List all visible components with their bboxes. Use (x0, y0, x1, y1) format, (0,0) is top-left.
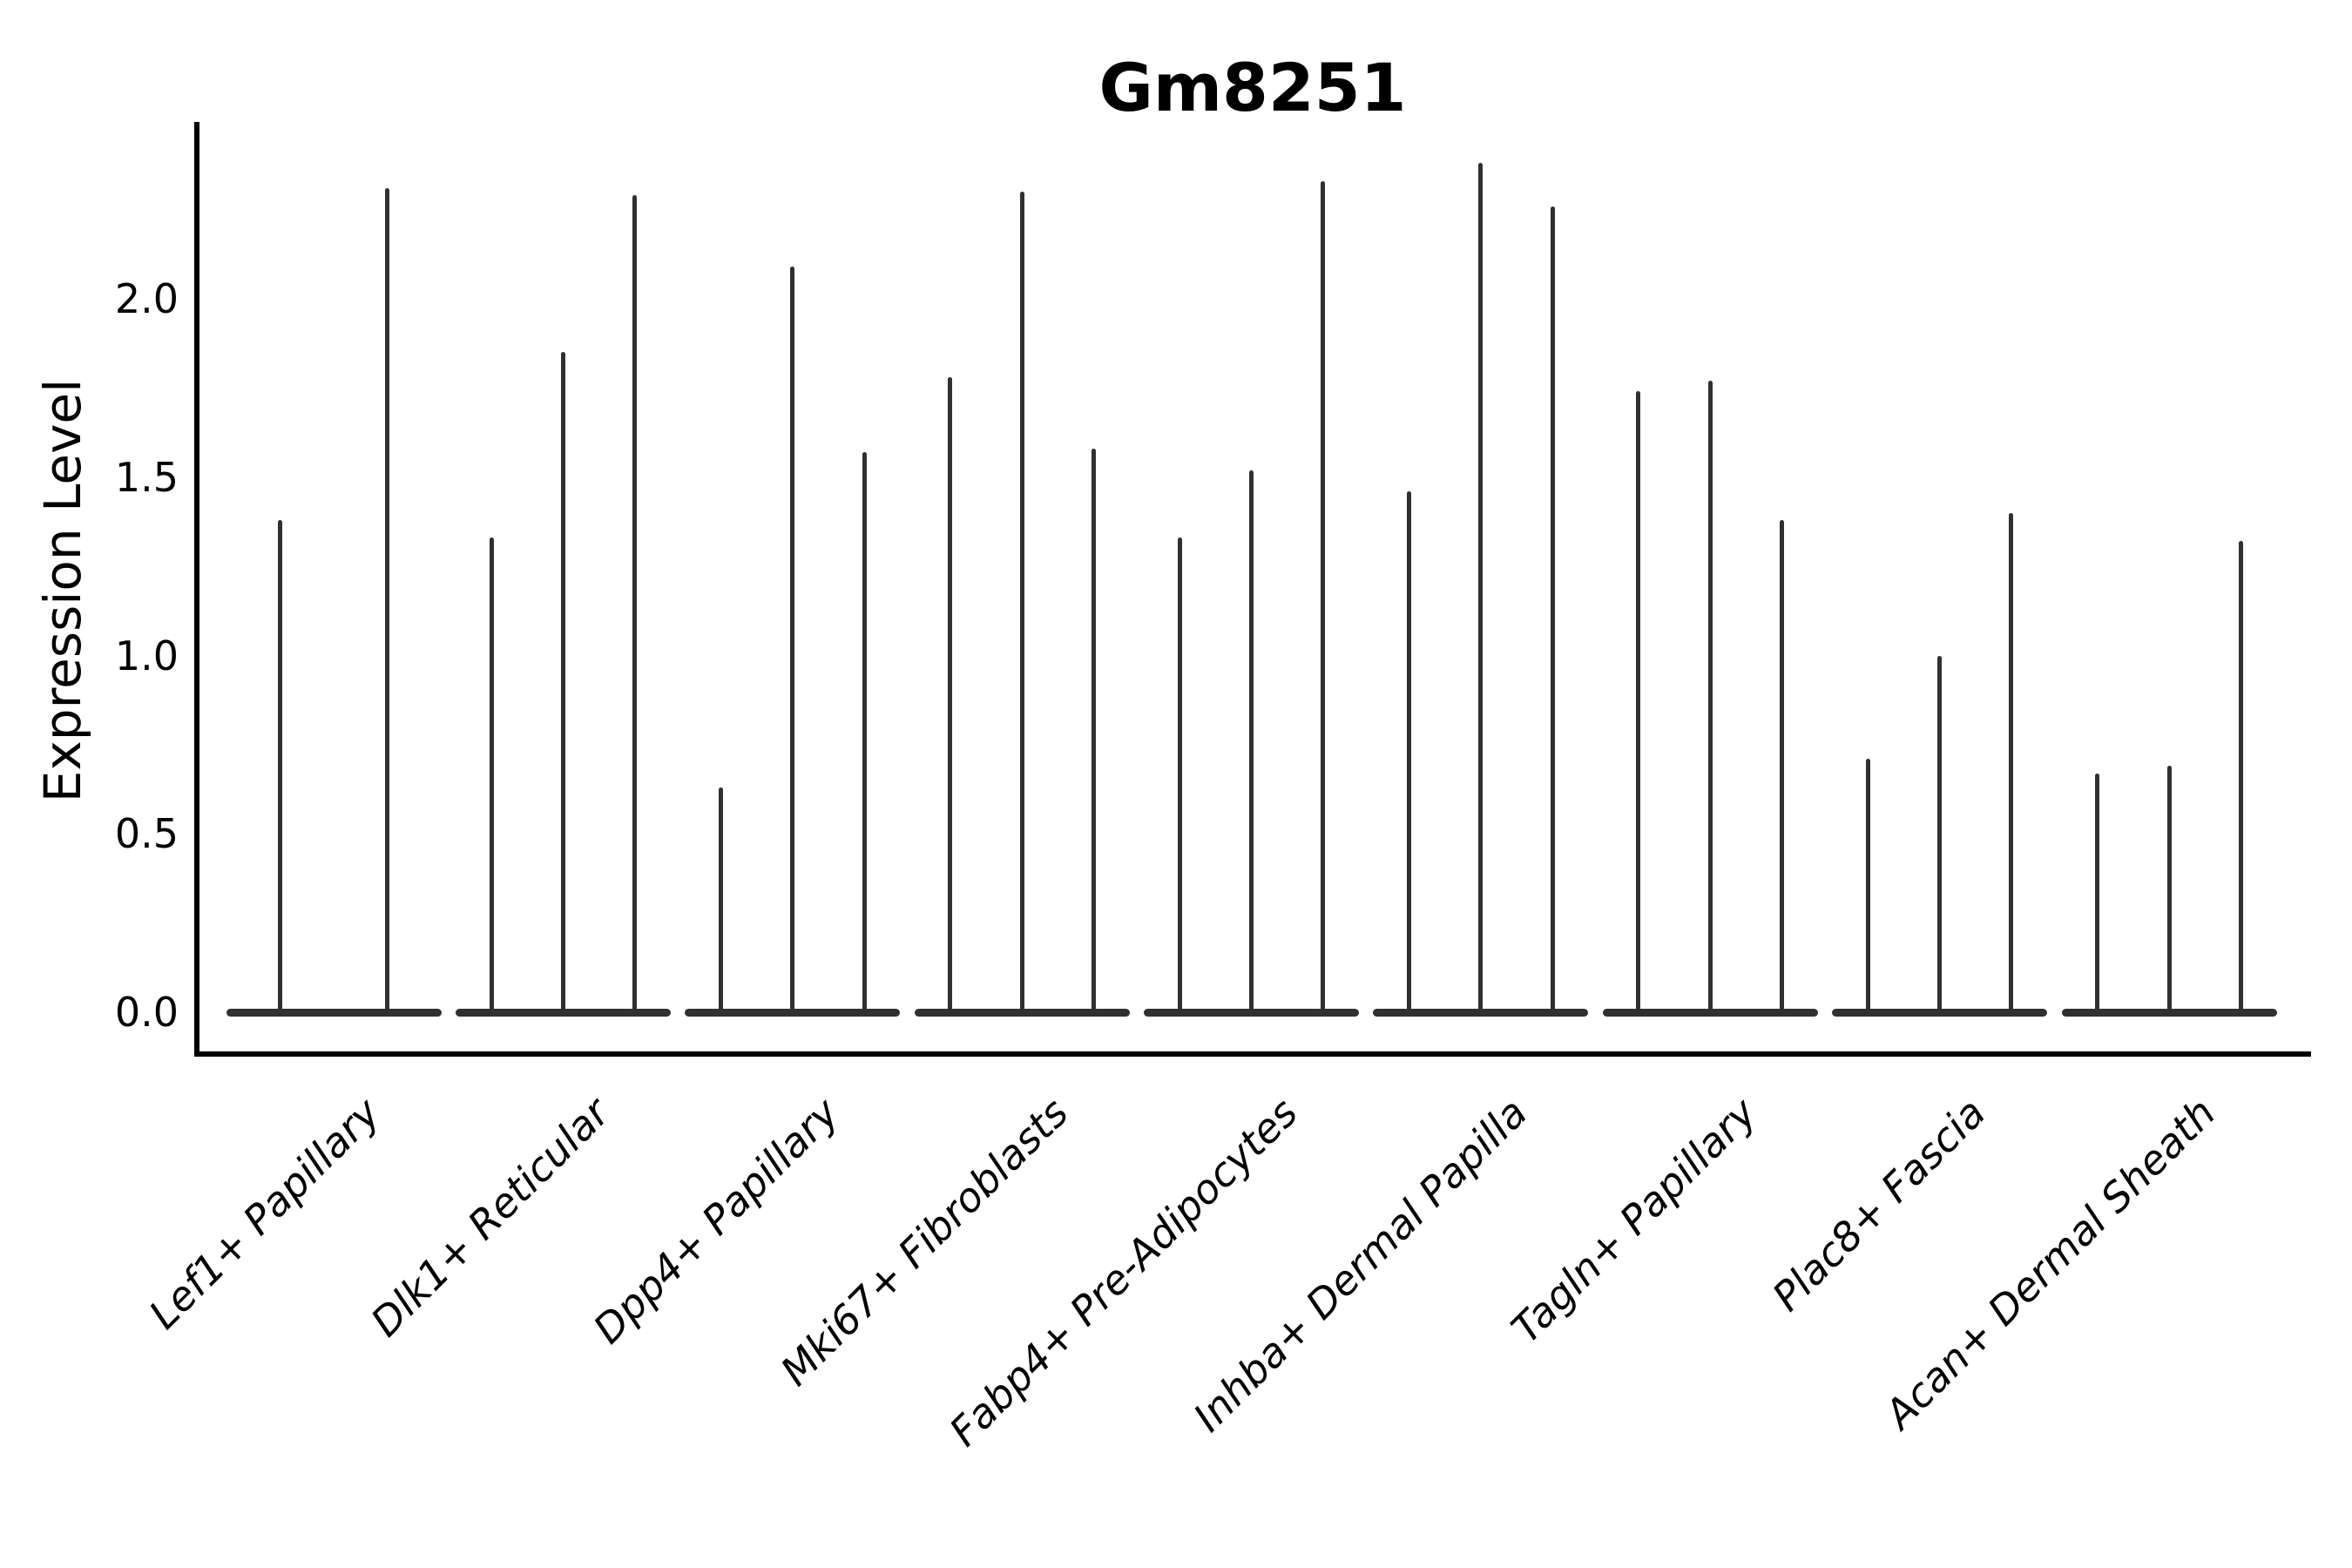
violin-spike (862, 452, 867, 1016)
x-tick-mark (790, 1057, 794, 1074)
y-tick-label: 0.0 (114, 989, 179, 1036)
x-axis-label: Tagln+ Papillary (1502, 1089, 1766, 1353)
violin-spike (1636, 391, 1641, 1016)
x-tick-mark (332, 1057, 336, 1074)
y-tick-label: 2.0 (114, 275, 179, 322)
y-tick-label: 0.5 (114, 810, 179, 858)
violin-spike (1707, 381, 1713, 1016)
x-axis-label: Lef1+ Papillary (139, 1089, 389, 1338)
violin-spike (1019, 192, 1024, 1016)
violin-spike (2238, 541, 2243, 1016)
violin-spike (560, 352, 565, 1016)
x-tick-mark (1020, 1057, 1024, 1074)
y-tick-label: 1.5 (114, 453, 179, 501)
x-tick-mark (561, 1057, 565, 1074)
x-tick-mark (1937, 1057, 1942, 1074)
violin-baseline (226, 1008, 442, 1017)
x-tick-mark (1708, 1057, 1713, 1074)
violin-spike (277, 519, 282, 1016)
violin-spike (632, 195, 638, 1016)
x-axis-label: Plac8+ Fascia (1763, 1089, 1995, 1321)
violin-spike (1091, 448, 1096, 1016)
violin-spike (2009, 512, 2014, 1016)
violin-spike (1249, 470, 1254, 1016)
x-axis-label: Dpp4+ Papillary (584, 1089, 848, 1353)
x-tick-mark (2167, 1057, 2172, 1074)
y-tick-label: 1.0 (114, 632, 179, 679)
violin-spike (1407, 491, 1412, 1016)
violin-spike (718, 787, 723, 1016)
violin-spike (948, 377, 953, 1016)
y-axis-spine (194, 122, 199, 1057)
violin-spike (790, 267, 795, 1016)
violin-spike (1550, 206, 1555, 1016)
chart-title: Gm8251 (1098, 49, 1407, 126)
violin-spike (1865, 759, 1870, 1016)
violin-spike (1177, 537, 1182, 1016)
violin-spike (2166, 766, 2172, 1016)
violin-spike (1478, 163, 1484, 1016)
x-tick-mark (1478, 1057, 1483, 1074)
violin-spike (385, 188, 390, 1016)
violin-spike (489, 537, 494, 1016)
x-axis-label: Dlk1+ Reticular (361, 1089, 618, 1346)
violin-spike (2095, 773, 2100, 1016)
violin-spike (1937, 655, 1943, 1016)
x-axis-spine (194, 1051, 2311, 1057)
violin-spike (1780, 519, 1785, 1016)
violin-spike (1321, 180, 1326, 1016)
x-tick-mark (1249, 1057, 1254, 1074)
